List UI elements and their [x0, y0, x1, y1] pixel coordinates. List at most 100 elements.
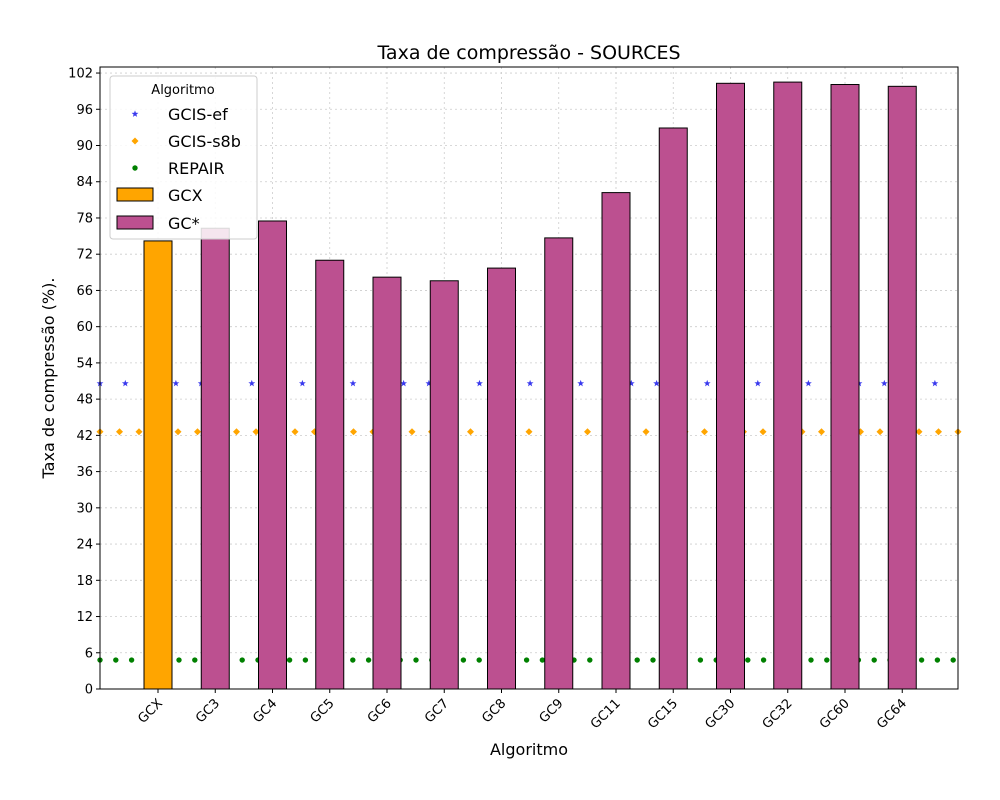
reference-marker: [701, 428, 708, 436]
plot-frame: [99, 66, 959, 690]
reference-marker: [349, 379, 357, 387]
legend-label: REPAIR: [168, 159, 225, 178]
reference-marker: [760, 657, 767, 663]
reference-marker: [934, 657, 941, 663]
reference-marker: [413, 657, 419, 663]
x-tick-label: GC11: [588, 696, 624, 732]
reference-marker: [239, 657, 245, 663]
reference-marker: [400, 379, 408, 387]
y-tick-label: 78: [76, 211, 93, 226]
reference-marker: [931, 379, 939, 387]
x-tick-label: GC60: [817, 696, 853, 732]
reference-marker: [697, 657, 704, 663]
legend: Algoritmo GCIS-ef GCIS-s8b REPAIR GCX GC*: [109, 75, 258, 240]
x-axis-ticks: GCX GC3 GC4 GC5 GC6 GC7 GC8 GC9 GC11 GC15 GC30 GC32…: [135, 689, 910, 732]
y-tick-label: 72: [76, 248, 93, 263]
y-tick-label: 54: [76, 356, 93, 371]
reference-marker: [650, 657, 656, 663]
reference-marker: [476, 657, 482, 663]
x-tick-label: GC3: [193, 696, 223, 726]
reference-marker: [248, 379, 256, 387]
reference-marker: [113, 657, 119, 663]
x-tick-label: GC7: [422, 696, 452, 726]
reference-marker: [286, 657, 293, 663]
reference-marker: [526, 379, 534, 387]
y-tick-label: 30: [76, 501, 93, 516]
reference-marker: [584, 428, 591, 436]
reference-marker: [808, 657, 814, 663]
reference-marker: [950, 657, 956, 663]
x-tick-label: GC30: [702, 696, 738, 732]
reference-marker: [935, 428, 942, 436]
reference-marker: [634, 657, 640, 663]
x-axis-label: Algoritmo: [490, 740, 568, 759]
bar: [315, 259, 345, 690]
reference-marker: [408, 428, 416, 436]
legend-marker: [131, 137, 139, 145]
reference-marker: [128, 657, 135, 663]
y-tick-label: 24: [76, 538, 93, 553]
reference-marker: [915, 428, 923, 436]
x-tick-label: GC9: [537, 696, 567, 726]
reference-marker: [174, 428, 182, 436]
y-tick-label: 18: [76, 574, 93, 589]
bars: [143, 81, 917, 690]
reference-marker: [523, 657, 530, 663]
y-axis-ticks: 0 6 12 18 24 30 36 42 48 54 60 66 72 78 84 90 96 102: [68, 67, 100, 698]
reference-marker: [135, 428, 143, 436]
y-tick-label: 84: [76, 175, 93, 190]
legend-marker: [132, 165, 138, 171]
reference-marker: [577, 379, 585, 387]
reference-marker: [918, 657, 925, 663]
reference-marker: [880, 379, 888, 387]
legend-label: GCX: [168, 186, 203, 205]
reference-marker: [745, 657, 751, 663]
chart-title: Taxa de compressão - SOURCES: [376, 42, 680, 64]
bar: [544, 237, 574, 690]
y-axis-label: Taxa de compressão (%).: [39, 278, 58, 480]
bar: [372, 276, 402, 690]
y-tick-label: 60: [76, 320, 93, 335]
y-tick-label: 0: [85, 683, 93, 698]
x-tick-label: GC15: [645, 696, 681, 732]
bar: [658, 127, 688, 690]
reference-marker: [824, 657, 830, 663]
reference-marker: [194, 428, 201, 436]
reference-marker: [291, 428, 299, 436]
x-tick-label: GC6: [365, 696, 395, 726]
reference-marker: [425, 379, 433, 387]
reference-marker: [539, 657, 546, 663]
reference-marker: [116, 428, 123, 436]
reference-marker: [176, 657, 182, 663]
reference-marker: [703, 379, 711, 387]
y-tick-label: 42: [76, 429, 93, 444]
legend-label: GC*: [168, 214, 200, 233]
x-tick-label: GC4: [250, 696, 280, 726]
legend-label: GCIS-ef: [168, 105, 228, 124]
reference-marker: [754, 379, 762, 387]
y-tick-label: 36: [76, 465, 93, 480]
legend-marker: [131, 110, 139, 117]
reference-marker: [252, 428, 260, 436]
y-tick-label: 48: [76, 393, 93, 408]
y-tick-label: 66: [76, 284, 93, 299]
bar: [487, 267, 516, 690]
reference-marker: [121, 379, 129, 387]
reference-marker: [298, 379, 306, 387]
reference-marker: [350, 657, 356, 663]
bar: [258, 220, 287, 690]
reference-marker: [587, 657, 593, 663]
reference-marker: [302, 657, 309, 663]
x-tick-label: GC5: [308, 696, 338, 726]
bar: [887, 85, 917, 690]
reference-marker: [192, 657, 198, 663]
reference-marker: [818, 428, 825, 436]
bar: [429, 280, 459, 690]
reference-marker: [876, 428, 884, 436]
reference-marker: [467, 428, 474, 436]
reference-marker: [642, 428, 650, 436]
legend-title: Algoritmo: [151, 83, 214, 98]
x-tick-label: GC32: [760, 696, 796, 732]
y-tick-label: 96: [76, 103, 93, 118]
bar: [773, 81, 803, 690]
